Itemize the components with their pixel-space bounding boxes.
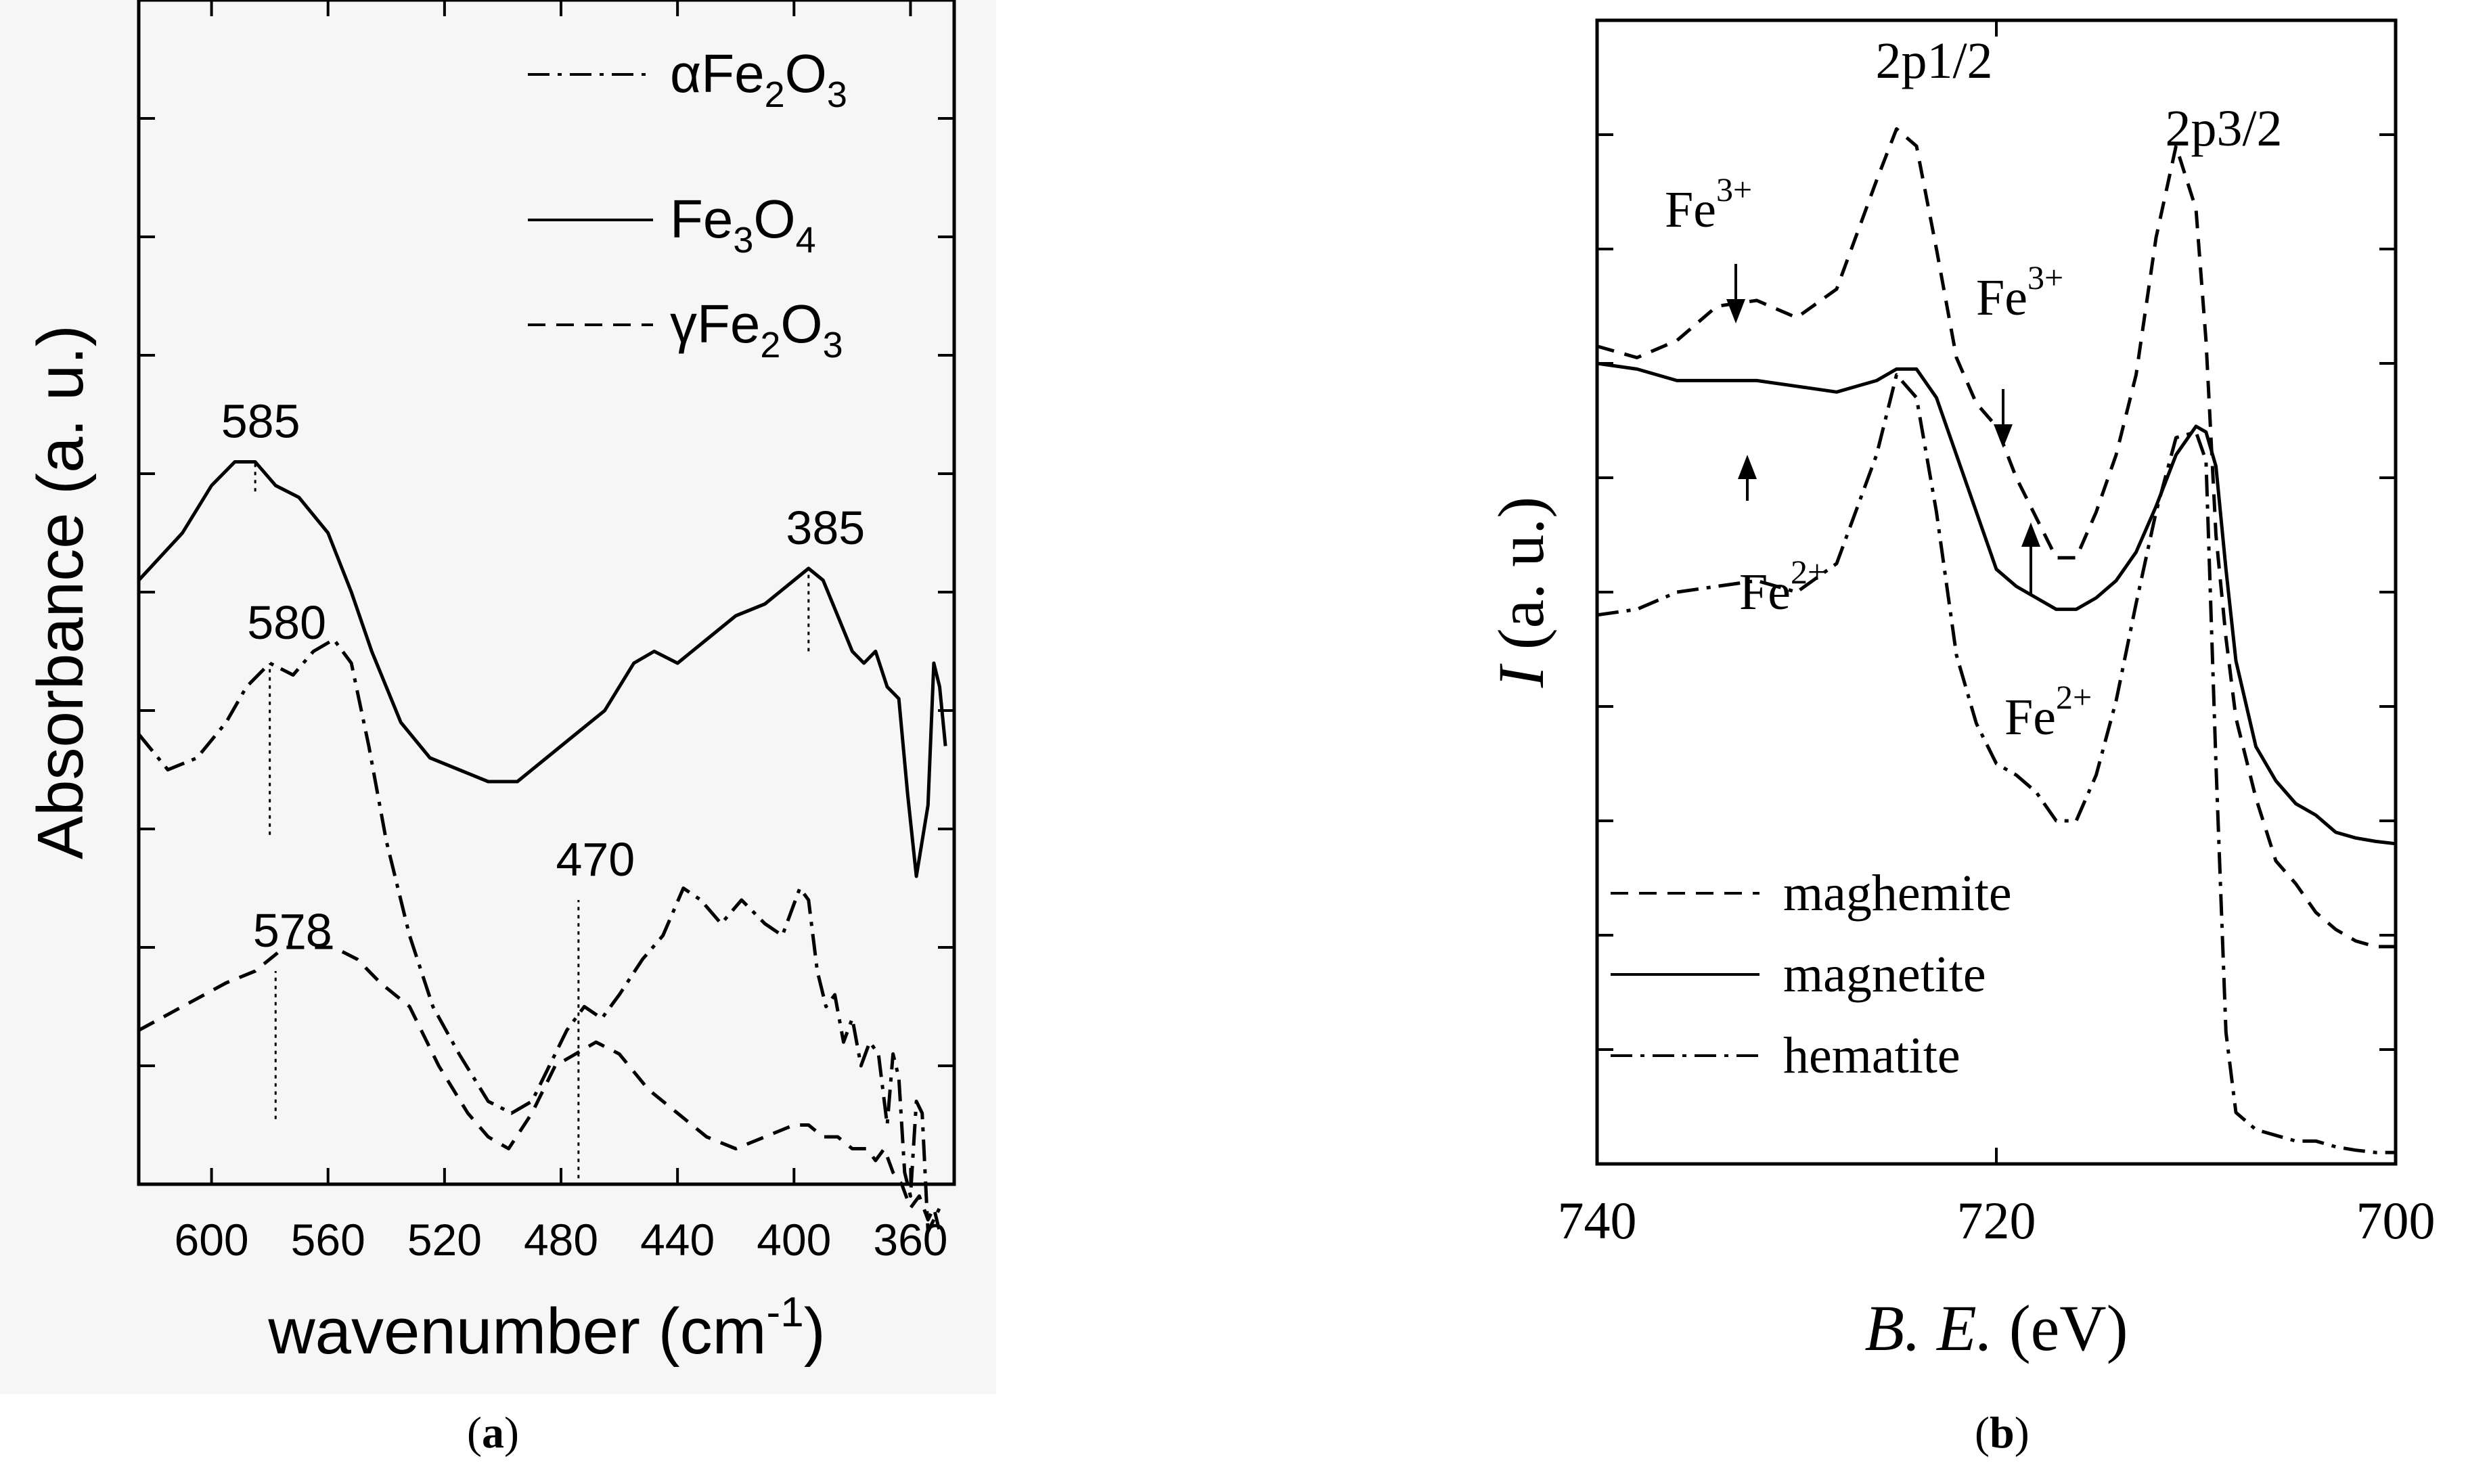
- legend-b-maghemite-label: maghemite: [1783, 865, 2012, 922]
- panel-b-series: [1596, 127, 2396, 1154]
- series-b-maghemite: [1596, 127, 2396, 949]
- panel-a-background: [0, 0, 996, 1394]
- legend-a-magnetite-label: Fe3O4: [670, 189, 816, 261]
- x-tick-label: 600: [175, 1215, 249, 1265]
- series-a-hematite: [137, 637, 941, 1234]
- series-a-magnetite: [137, 460, 947, 878]
- label-fe3-mid: Fe3+: [1976, 258, 2063, 326]
- x-tick-label: 400: [757, 1215, 831, 1265]
- annotation-470: 470: [556, 833, 635, 886]
- panel-b-x-ticks: 740 720 700: [1558, 20, 2436, 1250]
- x-tick-label: 700: [2356, 1191, 2436, 1250]
- arrow-up-fe2-left: [1738, 455, 1757, 501]
- annotation-585: 585: [221, 395, 300, 448]
- x-tick-label: 720: [1957, 1191, 2036, 1250]
- caption-panel-a: (a): [467, 1408, 519, 1458]
- x-tick-label: 740: [1558, 1191, 1637, 1250]
- arrow-up-fe2-mid: [2021, 522, 2040, 595]
- legend-b-magnetite-label: magnetite: [1783, 946, 1986, 1003]
- panel-b-x-axis-label: B. E. (eV): [1864, 1292, 2128, 1364]
- legend-a-hematite-label: αFe2O3: [670, 43, 847, 115]
- series-b-hematite: [1596, 373, 2396, 1154]
- panel-b-y-ticks: [1597, 133, 2396, 1051]
- label-2p3-2: 2p3/2: [2165, 100, 2282, 157]
- series-a-maghemite: [137, 945, 941, 1232]
- panel-b-y-axis-label: I (a. u.): [1485, 497, 1557, 689]
- label-fe2-left: Fe2+: [1739, 553, 1826, 621]
- panel-a-series: [137, 460, 947, 1234]
- arrow-down-fe3-left: [1726, 264, 1745, 323]
- legend-a-maghemite-label: γFe2O3: [670, 294, 843, 365]
- panel-a-x-ticks: 600 560 520 480 440 400 360: [175, 0, 948, 1265]
- caption-panel-b: (b): [1975, 1408, 2030, 1458]
- panel-a-y-ticks: [139, 117, 954, 1067]
- label-fe2-mid: Fe2+: [2004, 678, 2092, 746]
- panel-a-plot-frame: [137, 0, 956, 1186]
- x-tick-label: 440: [640, 1215, 715, 1265]
- arrow-down-fe3-mid: [1994, 389, 2013, 448]
- x-tick-label: 360: [873, 1215, 947, 1265]
- x-tick-label: 520: [407, 1215, 482, 1265]
- panel-b-chart: 740 720 700 2p1/2 2p3/2 Fe3+ Fe3+ Fe2+ Fe2…: [1485, 18, 2436, 1364]
- annotation-580: 580: [247, 596, 326, 649]
- panel-a-y-axis-label: Absorbance (a. u.): [24, 325, 97, 859]
- label-fe3-left: Fe3+: [1665, 171, 1752, 238]
- panel-a-x-axis-label: wavenumber (cm-1): [267, 1289, 825, 1368]
- series-b-magnetite: [1596, 361, 2396, 846]
- label-2p1-2: 2p1/2: [1875, 32, 1992, 89]
- annotation-385: 385: [786, 501, 865, 554]
- legend-b-hematite-label: hematite: [1783, 1027, 1960, 1084]
- x-tick-label: 480: [524, 1215, 598, 1265]
- x-tick-label: 560: [291, 1215, 365, 1265]
- panel-a-legend: αFe2O3 Fe3O4 γFe2O3: [528, 43, 847, 365]
- panel-b-legend: maghemite magnetite hematite: [1611, 865, 2012, 1084]
- panel-b-annotations: 2p1/2 2p3/2 Fe3+ Fe3+ Fe2+ Fe2+: [1665, 32, 2283, 746]
